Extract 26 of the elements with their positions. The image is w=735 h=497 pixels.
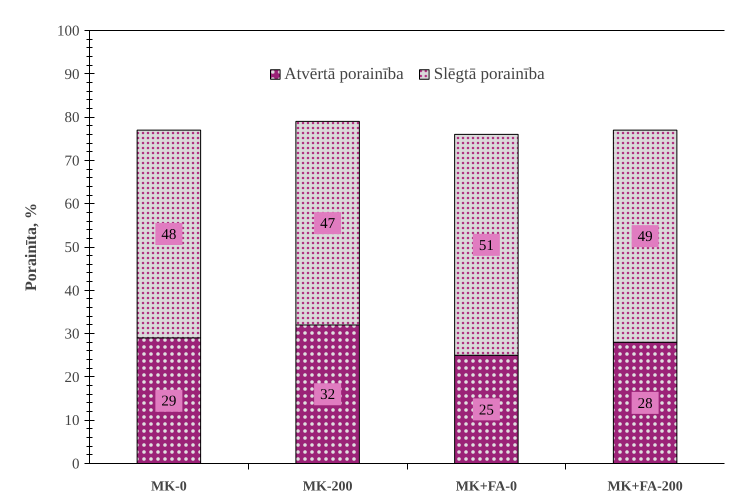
- data-label: 29: [161, 394, 176, 410]
- y-tick-label: 70: [64, 153, 80, 170]
- data-label: 48: [161, 227, 176, 244]
- data-label: 47: [320, 216, 336, 232]
- y-tick-label: 30: [64, 326, 80, 343]
- data-label: 25: [478, 402, 494, 418]
- y-axis-title: Porainīta, %: [23, 202, 40, 291]
- y-tick-label: 10: [64, 413, 80, 430]
- y-tick-label: 20: [64, 370, 80, 386]
- y-tick-label: 50: [64, 240, 80, 256]
- data-label: 51: [478, 238, 494, 254]
- data-label: 49: [638, 229, 653, 246]
- x-tick-label: MK-200: [302, 480, 353, 494]
- y-tick-label: 80: [64, 110, 80, 126]
- data-label: 32: [320, 387, 336, 404]
- x-tick-label: MK+FA-200: [607, 480, 683, 494]
- y-tick-label: 40: [64, 283, 80, 300]
- x-tick-label: MK-0: [150, 480, 187, 494]
- data-label: 28: [638, 396, 653, 412]
- y-tick-label: 100: [57, 24, 80, 40]
- legend-label: Atvērtā porainība: [284, 64, 404, 84]
- y-tick-label: 90: [64, 66, 80, 83]
- x-tick-label: MK+FA-0: [456, 480, 518, 494]
- y-tick-label: 0: [72, 456, 80, 472]
- y-tick-label: 60: [64, 196, 80, 213]
- legend-label: Slēgtā porainība: [434, 64, 545, 84]
